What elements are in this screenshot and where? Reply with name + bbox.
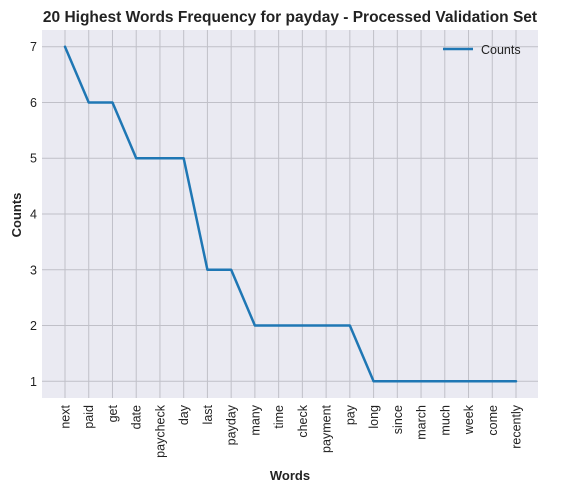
x-tick-label: payday <box>225 404 239 445</box>
chart-title: 20 Highest Words Frequency for payday - … <box>43 9 537 26</box>
y-tick-label: 3 <box>30 263 37 277</box>
y-tick-label: 2 <box>30 319 37 333</box>
x-tick-label: since <box>391 405 405 434</box>
y-tick-label: 6 <box>30 96 37 110</box>
x-tick-label: check <box>296 404 310 437</box>
x-tick-label: time <box>272 405 286 429</box>
y-tick-label: 5 <box>30 152 37 166</box>
x-tick-label: next <box>59 404 73 428</box>
y-tick-labels: 1 2 3 4 5 6 7 <box>30 40 37 389</box>
x-tick-label: paycheck <box>153 404 167 458</box>
y-tick-label: 1 <box>30 375 37 389</box>
x-tick-label: long <box>367 405 381 429</box>
x-tick-label: last <box>201 404 215 424</box>
series-line-counts <box>63 45 518 383</box>
legend-label: Counts <box>481 43 521 57</box>
x-axis-title: Words <box>270 468 310 483</box>
x-tick-label: pay <box>343 404 357 425</box>
x-tick-label: week <box>462 404 476 435</box>
series-layer <box>63 45 518 383</box>
y-tick-label: 4 <box>30 208 37 222</box>
x-tick-label: date <box>130 405 144 429</box>
y-tick-label: 7 <box>30 40 37 54</box>
legend: Counts <box>443 43 521 57</box>
y-axis-title: Counts <box>9 193 24 238</box>
x-tick-label: paid <box>82 405 96 429</box>
x-tick-labels: next paid get date paycheck day last payday many… <box>59 404 524 458</box>
x-tick-label: many <box>248 404 262 435</box>
x-tick-label: much <box>438 405 452 436</box>
x-tick-label: day <box>177 404 191 425</box>
x-tick-label: get <box>106 404 120 422</box>
x-tick-label: march <box>415 405 429 440</box>
x-tick-label: payment <box>320 404 334 452</box>
x-tick-label: come <box>486 405 500 436</box>
x-tick-label: recently <box>510 404 524 449</box>
